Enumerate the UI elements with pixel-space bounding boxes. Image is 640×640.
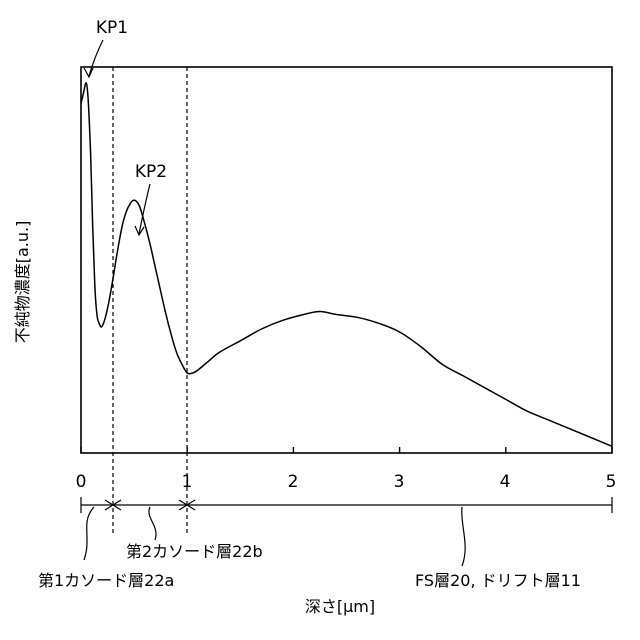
plot-frame (81, 67, 612, 453)
layer-leader-first-cathode (84, 507, 94, 560)
kp1-label: KP1 (96, 18, 128, 38)
layer-label-first-cathode: 第1カソード層22a (38, 571, 174, 590)
x-tick-label: 3 (394, 472, 405, 492)
layer-leader-fs (462, 507, 465, 566)
layer-label-second-cathode-group: 第2カソード層22b (126, 507, 263, 561)
layer-leader-second-cathode (149, 507, 156, 540)
x-tick-label: 1 (182, 472, 193, 492)
series-line (81, 83, 612, 447)
x-ticks (81, 447, 612, 453)
layer-label-fs-group: FS層20, ドリフト層11 (415, 507, 581, 590)
x-tick-labels: 0 1 2 3 4 5 (76, 472, 617, 492)
layer-label-fs: FS層20, ドリフト層11 (415, 571, 581, 590)
y-axis-title: 不純物濃度[a.u.] (13, 221, 32, 344)
x-tick-label: 0 (76, 472, 87, 492)
callout-kp2: KP2 (135, 162, 167, 235)
x-axis-title: 深さ[μm] (305, 597, 375, 616)
layer-bracket (81, 497, 612, 513)
x-tick-label: 2 (288, 472, 299, 492)
layer-label-second-cathode: 第2カソード層22b (126, 542, 263, 561)
callout-kp1: KP1 (84, 18, 128, 77)
x-tick-label: 5 (606, 472, 617, 492)
x-tick-label: 4 (500, 472, 511, 492)
kp2-label: KP2 (135, 162, 167, 182)
kp1-arrow (89, 40, 103, 76)
